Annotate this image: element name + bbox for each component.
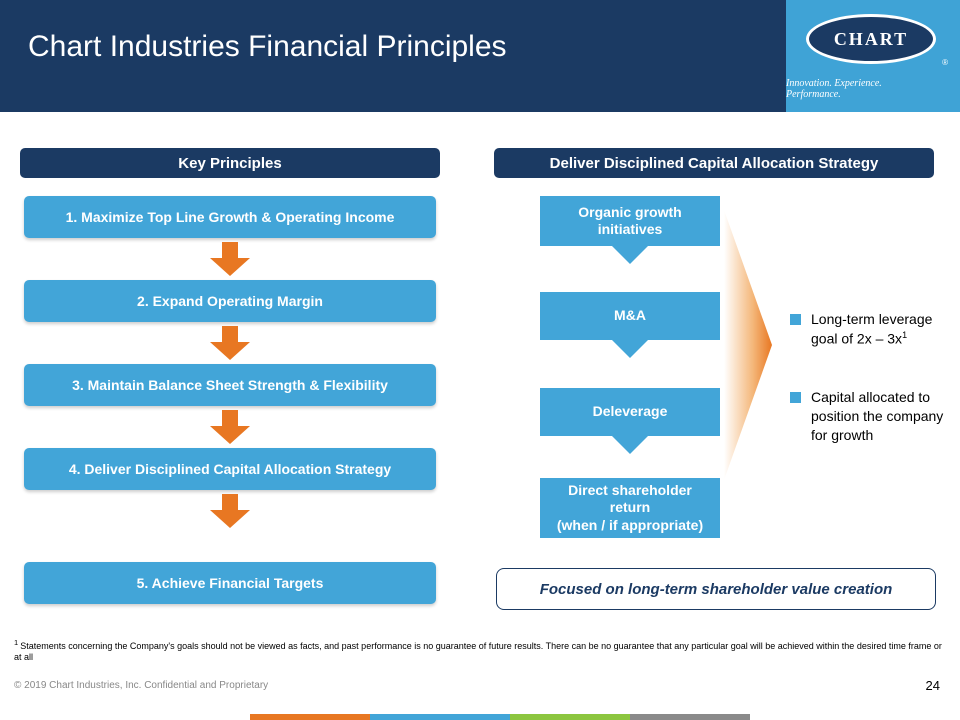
strategy-box-2: M&A	[540, 292, 720, 340]
header-right-panel: CHART ® Innovation. Experience. Performa…	[786, 0, 960, 112]
arrow-down-icon	[210, 410, 250, 444]
logo: CHART	[806, 14, 936, 64]
page-number: 24	[926, 678, 940, 693]
bullet-square-icon	[790, 314, 801, 325]
bullet-item: Capital allocated to position the compan…	[790, 388, 950, 445]
right-column-header: Deliver Disciplined Capital Allocation S…	[494, 148, 934, 178]
bullet-text: Long-term leverage goal of 2x – 3x1	[811, 310, 950, 348]
arrow-down-icon	[210, 494, 250, 528]
bullet-text: Capital allocated to position the compan…	[811, 388, 950, 445]
focus-box: Focused on long-term shareholder value c…	[496, 568, 936, 610]
principle-box-5: 5. Achieve Financial Targets	[24, 562, 436, 604]
principle-box-4: 4. Deliver Disciplined Capital Allocatio…	[24, 448, 436, 490]
page-title: Chart Industries Financial Principles	[28, 30, 507, 64]
chevron-down-icon	[612, 436, 648, 454]
logo-text: CHART	[834, 29, 908, 50]
header-bar: Chart Industries Financial Principles CH…	[0, 0, 960, 112]
bullet-square-icon	[790, 392, 801, 403]
footnote: 1 Statements concerning the Company's go…	[14, 638, 944, 664]
logo-ellipse: CHART	[806, 14, 936, 64]
bullet-item: Long-term leverage goal of 2x – 3x1	[790, 310, 950, 348]
footer-color-bar	[250, 714, 750, 720]
principle-box-3: 3. Maintain Balance Sheet Strength & Fle…	[24, 364, 436, 406]
arrow-down-icon	[210, 326, 250, 360]
large-arrow-icon	[724, 210, 772, 480]
arrow-down-icon	[210, 242, 250, 276]
strategy-box-1: Organic growth initiatives	[540, 196, 720, 246]
chevron-down-icon	[612, 340, 648, 358]
strategy-box-3: Deleverage	[540, 388, 720, 436]
left-column-header: Key Principles	[20, 148, 440, 178]
slide: Chart Industries Financial Principles CH…	[0, 0, 960, 720]
bullets-list: Long-term leverage goal of 2x – 3x1 Capi…	[790, 310, 950, 485]
principle-box-2: 2. Expand Operating Margin	[24, 280, 436, 322]
copyright: © 2019 Chart Industries, Inc. Confidenti…	[14, 680, 268, 691]
registered-mark: ®	[942, 58, 948, 67]
tagline: Innovation. Experience. Performance.	[786, 78, 936, 100]
principle-box-1: 1. Maximize Top Line Growth & Operating …	[24, 196, 436, 238]
chevron-down-icon	[612, 246, 648, 264]
strategy-box-4: Direct shareholder return (when / if app…	[540, 478, 720, 538]
